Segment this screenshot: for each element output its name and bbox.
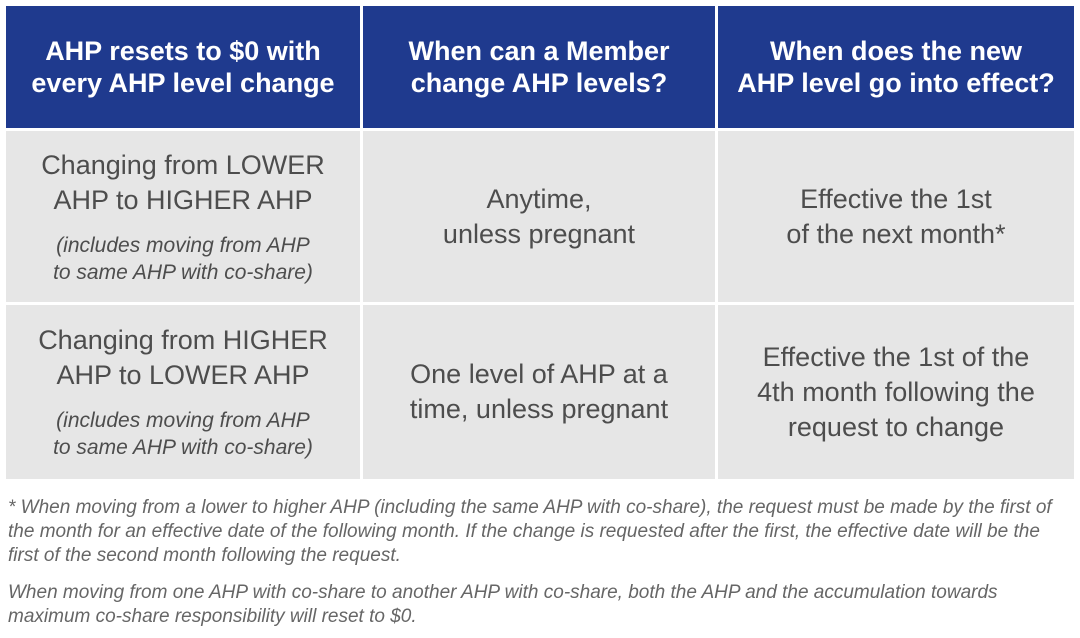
header-when-effective: When does the new AHP level go into effe… [718,6,1074,128]
change-type-note: (includes moving from AHP to same AHP wi… [53,409,313,459]
row-lower-to-higher-when: Anytime, unless pregnant [363,131,715,302]
ahp-level-change-table: AHP resets to $0 with every AHP level ch… [6,6,1074,479]
row-higher-to-lower-effective: Effective the 1st of the 4th month follo… [718,305,1074,479]
footnote-effective-date: * When moving from a lower to higher AHP… [8,497,1052,566]
row-higher-to-lower-change: Changing from HIGHER AHP to LOWER AHP (i… [6,305,360,479]
change-type-note: (includes moving from AHP to same AHP wi… [53,233,313,284]
change-type-label: Changing from HIGHER AHP to LOWER AHP [38,325,328,390]
row-lower-to-higher-effective: Effective the 1st of the next month* [718,131,1074,302]
row-higher-to-lower-when: One level of AHP at a time, unless pregn… [363,305,715,479]
change-type-label: Changing from LOWER AHP to HIGHER AHP [41,149,325,215]
footnote-co-share-reset: When moving from one AHP with co-share t… [8,582,998,627]
header-ahp-resets: AHP resets to $0 with every AHP level ch… [6,6,360,128]
row-lower-to-higher-change: Changing from LOWER AHP to HIGHER AHP (i… [6,131,360,302]
header-when-can-change: When can a Member change AHP levels? [363,6,715,128]
